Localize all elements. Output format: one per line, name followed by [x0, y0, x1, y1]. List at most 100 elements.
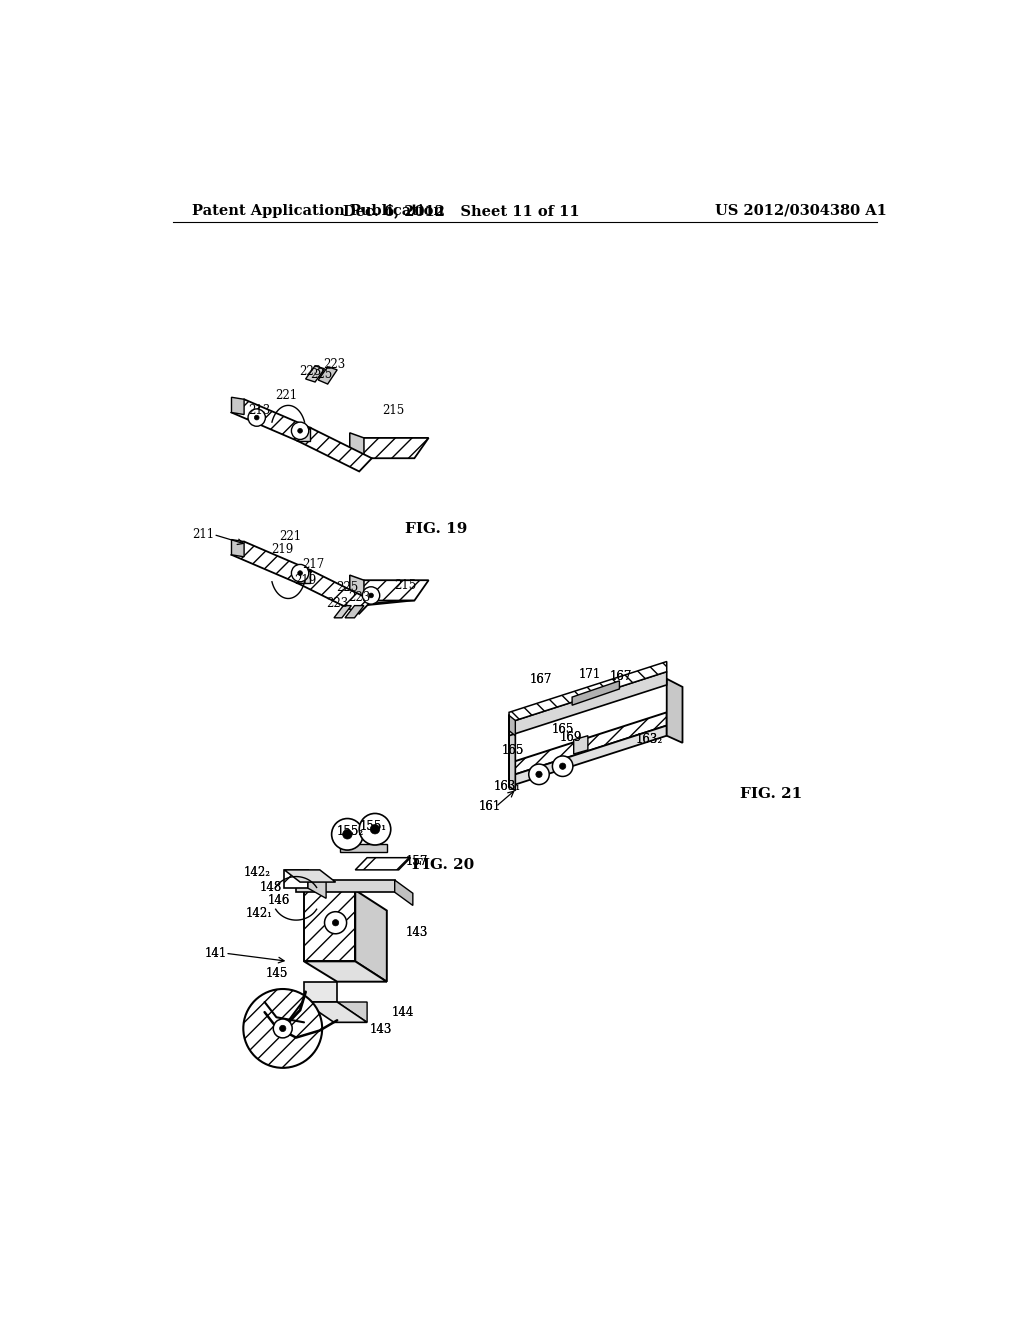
Text: 157: 157 — [406, 855, 428, 869]
Circle shape — [292, 422, 309, 440]
Text: 171: 171 — [580, 668, 601, 681]
Polygon shape — [296, 880, 394, 892]
Text: 155₁: 155₁ — [359, 820, 387, 833]
Polygon shape — [304, 982, 337, 1002]
Polygon shape — [285, 870, 308, 888]
Polygon shape — [509, 718, 515, 791]
Text: 155₂: 155₂ — [336, 825, 364, 838]
Text: 145: 145 — [265, 968, 288, 979]
Text: 211: 211 — [193, 528, 214, 541]
Text: 142₂: 142₂ — [244, 866, 270, 879]
Text: 223: 223 — [348, 591, 371, 605]
Polygon shape — [304, 1002, 367, 1022]
Text: 144: 144 — [391, 1006, 414, 1019]
Circle shape — [359, 813, 391, 845]
Polygon shape — [340, 845, 387, 851]
Text: 223: 223 — [326, 597, 348, 610]
Circle shape — [362, 587, 380, 605]
Polygon shape — [350, 581, 429, 601]
Polygon shape — [318, 367, 337, 384]
Text: 142₂: 142₂ — [244, 866, 270, 879]
Text: 215: 215 — [382, 404, 404, 417]
Polygon shape — [509, 661, 667, 722]
Circle shape — [333, 920, 339, 925]
Text: 221: 221 — [279, 531, 301, 543]
Circle shape — [248, 409, 265, 426]
Text: 167: 167 — [610, 671, 632, 684]
Text: 148: 148 — [260, 880, 282, 894]
Polygon shape — [355, 858, 411, 870]
Circle shape — [343, 829, 352, 840]
Text: 225: 225 — [336, 581, 358, 594]
Circle shape — [254, 416, 259, 420]
Polygon shape — [231, 540, 244, 557]
Text: 165: 165 — [502, 744, 524, 758]
Text: 163₂: 163₂ — [636, 734, 663, 746]
Text: 141: 141 — [205, 946, 227, 960]
Text: 223: 223 — [323, 358, 345, 371]
Polygon shape — [337, 1002, 367, 1022]
Polygon shape — [350, 433, 364, 463]
Polygon shape — [298, 428, 372, 471]
Text: 155₂: 155₂ — [336, 825, 364, 838]
Text: 146: 146 — [267, 894, 290, 907]
Text: 171: 171 — [580, 668, 601, 681]
Text: 143: 143 — [370, 1023, 392, 1036]
Text: FIG. 20: FIG. 20 — [413, 858, 475, 871]
Polygon shape — [509, 713, 667, 776]
Circle shape — [369, 593, 374, 598]
Text: 155₁: 155₁ — [359, 820, 387, 833]
Text: 148: 148 — [260, 880, 282, 894]
Polygon shape — [509, 726, 667, 787]
Text: 145: 145 — [265, 968, 288, 979]
Polygon shape — [304, 890, 355, 961]
Circle shape — [332, 818, 364, 850]
Polygon shape — [304, 961, 387, 982]
Text: 213: 213 — [248, 404, 270, 417]
Polygon shape — [231, 397, 244, 414]
Polygon shape — [350, 601, 415, 606]
Polygon shape — [334, 606, 351, 618]
Text: 169: 169 — [559, 731, 582, 744]
Text: 161: 161 — [478, 800, 501, 813]
Text: 144: 144 — [391, 1006, 414, 1019]
Polygon shape — [298, 570, 372, 614]
Text: 225: 225 — [310, 368, 333, 381]
Text: 167: 167 — [529, 673, 552, 686]
Text: FIG. 19: FIG. 19 — [404, 523, 467, 536]
Polygon shape — [231, 399, 310, 441]
Circle shape — [273, 1019, 292, 1038]
Text: 215: 215 — [394, 578, 416, 591]
Polygon shape — [573, 735, 588, 754]
Text: US 2012/0304380 A1: US 2012/0304380 A1 — [715, 203, 887, 218]
Circle shape — [298, 570, 302, 576]
Polygon shape — [394, 880, 413, 906]
Polygon shape — [509, 672, 667, 735]
Text: FIG. 21: FIG. 21 — [739, 787, 802, 801]
Text: 163₂: 163₂ — [636, 734, 663, 746]
Text: 219: 219 — [271, 544, 294, 556]
Text: 221: 221 — [274, 388, 297, 401]
Circle shape — [298, 429, 302, 433]
Text: 146: 146 — [267, 894, 290, 907]
Circle shape — [280, 1026, 286, 1032]
Text: 165: 165 — [502, 744, 524, 758]
Circle shape — [325, 912, 346, 933]
Text: 143: 143 — [370, 1023, 392, 1036]
Text: 223: 223 — [299, 366, 322, 379]
Text: 167: 167 — [610, 671, 632, 684]
Circle shape — [552, 756, 572, 776]
Polygon shape — [667, 678, 682, 743]
Text: 165: 165 — [552, 723, 573, 737]
Polygon shape — [231, 541, 310, 583]
Text: 142₁: 142₁ — [246, 907, 272, 920]
Text: 163₁: 163₁ — [494, 780, 521, 793]
Text: 143: 143 — [406, 927, 428, 940]
Circle shape — [292, 565, 309, 582]
Polygon shape — [355, 890, 387, 982]
Text: 141: 141 — [205, 946, 227, 960]
Text: 217: 217 — [302, 558, 325, 572]
Polygon shape — [350, 438, 429, 458]
Polygon shape — [350, 576, 364, 606]
Text: 157: 157 — [406, 855, 428, 869]
